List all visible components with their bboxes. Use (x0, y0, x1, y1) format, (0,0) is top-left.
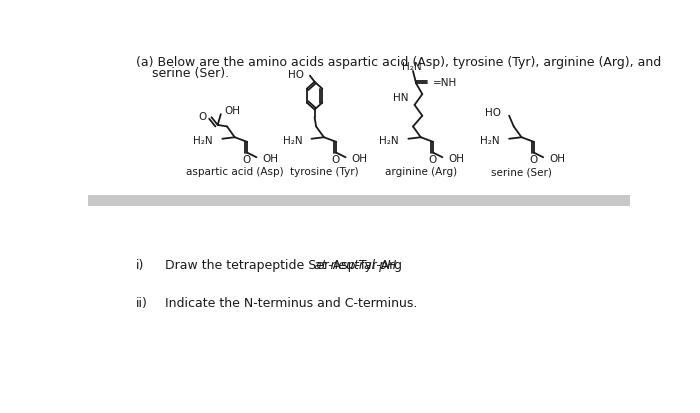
Text: H₂N: H₂N (402, 62, 421, 72)
Text: serine (Ser): serine (Ser) (491, 167, 552, 177)
Text: OH: OH (224, 105, 240, 115)
Text: arginine (Arg): arginine (Arg) (385, 167, 457, 177)
Bar (88, 195, 630, 206)
Text: OH: OH (352, 154, 368, 164)
Text: H₂N: H₂N (283, 136, 302, 146)
Text: HN: HN (393, 93, 408, 103)
Text: Indicate the N-terminus and C-terminus.: Indicate the N-terminus and C-terminus. (165, 297, 417, 309)
Text: O: O (199, 112, 207, 121)
Text: OH: OH (262, 154, 279, 164)
Text: ii): ii) (136, 297, 148, 309)
Text: H₂N: H₂N (379, 136, 399, 146)
Text: O: O (331, 154, 340, 164)
Text: O: O (428, 154, 437, 164)
Text: OH: OH (550, 154, 566, 164)
Text: H₂N: H₂N (480, 136, 500, 146)
Text: at neutral pH.: at neutral pH. (314, 258, 400, 271)
Text: HO: HO (485, 107, 501, 118)
Text: aspartic acid (Asp): aspartic acid (Asp) (186, 167, 284, 177)
Text: O: O (242, 154, 251, 164)
Text: i): i) (136, 258, 144, 271)
Text: =NH: =NH (433, 78, 457, 88)
Text: (a) Below are the amino acids aspartic acid (Asp), tyrosine (Tyr), arginine (Arg: (a) Below are the amino acids aspartic a… (136, 56, 661, 69)
Text: H₂N: H₂N (193, 136, 213, 146)
Text: O: O (529, 154, 538, 164)
Text: OH: OH (449, 154, 465, 164)
Text: Draw the tetrapeptide Ser-Asp-Tyr-Arg: Draw the tetrapeptide Ser-Asp-Tyr-Arg (165, 258, 406, 271)
Text: HO: HO (288, 70, 304, 80)
Text: serine (Ser).: serine (Ser). (136, 66, 229, 79)
Text: tyrosine (Tyr): tyrosine (Tyr) (290, 167, 358, 177)
